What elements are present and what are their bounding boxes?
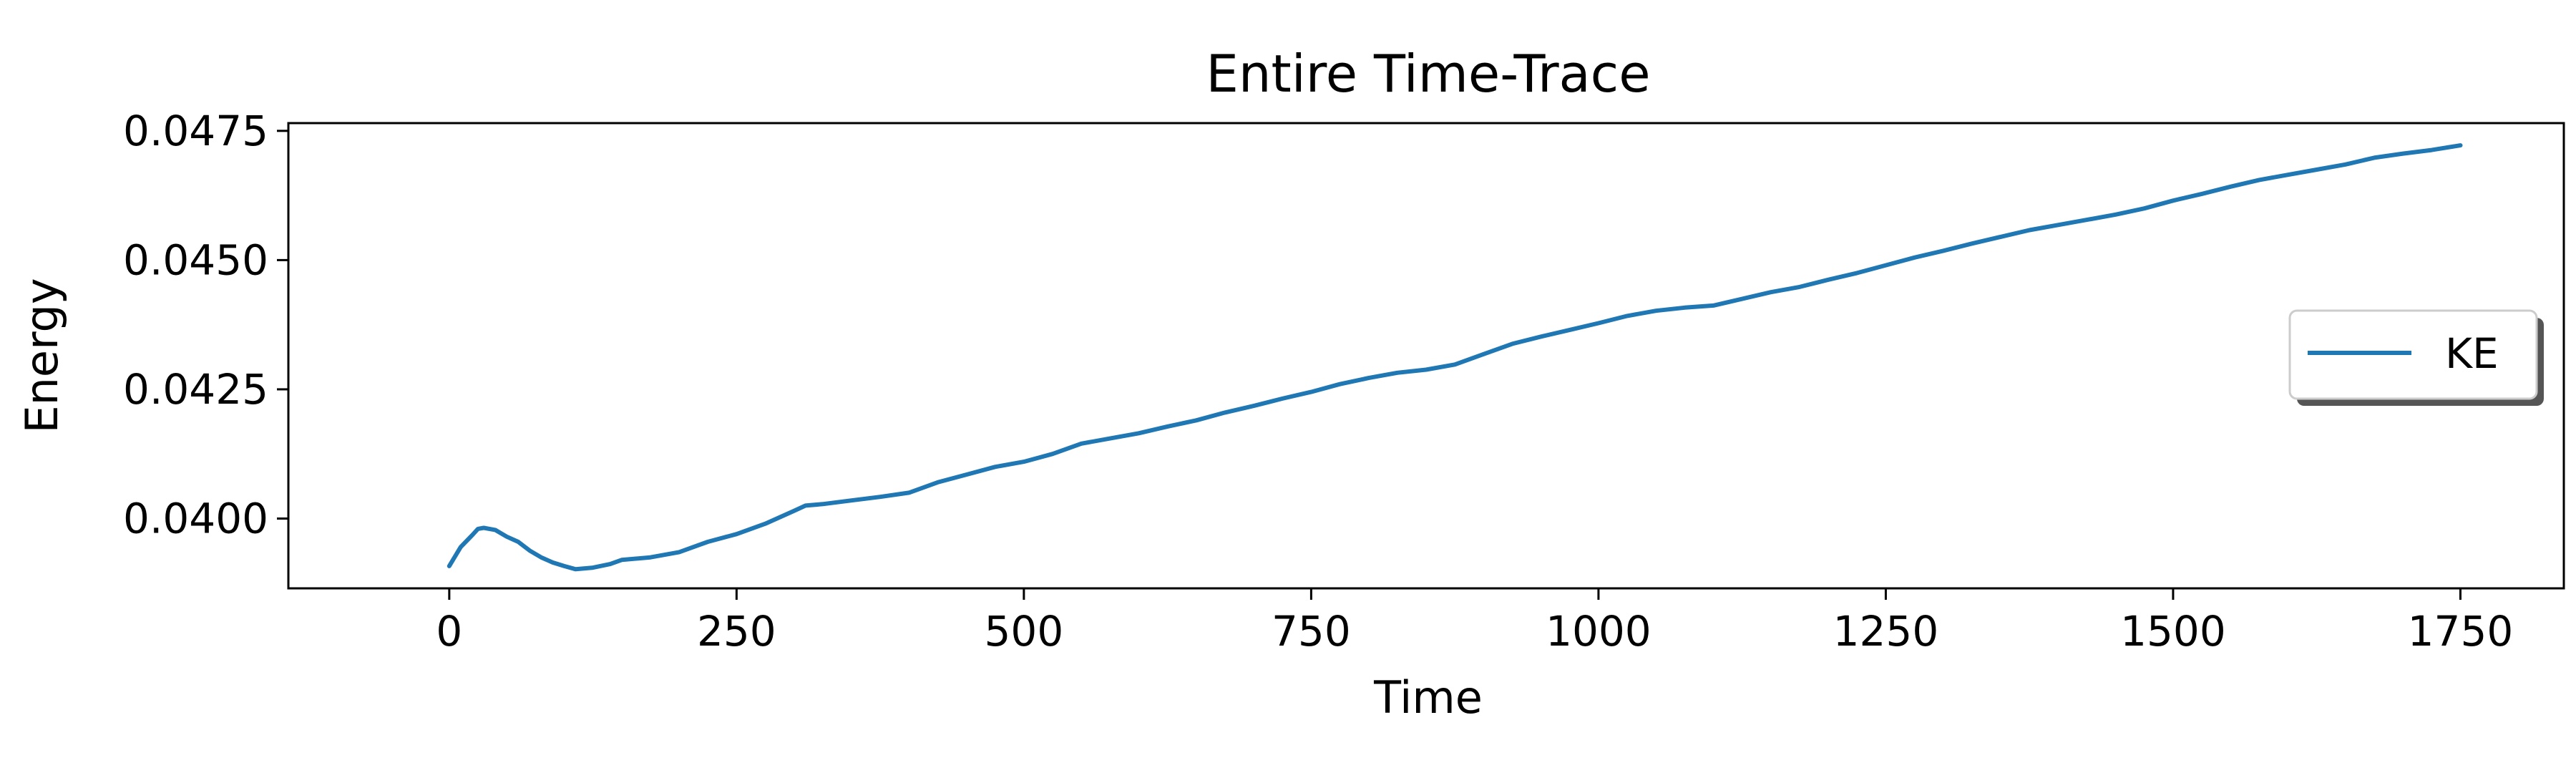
x-tick-label: 1250: [1833, 607, 1939, 656]
x-tick-label: 0: [436, 607, 462, 656]
y-tick-label: 0.0450: [123, 235, 268, 284]
y-tick-label: 0.0425: [123, 365, 268, 414]
x-tick-label: 1000: [1546, 607, 1652, 656]
y-tick-label: 0.0475: [123, 107, 268, 155]
x-tick-label: 1750: [2408, 607, 2514, 656]
legend-label-ke: KE: [2445, 329, 2499, 378]
x-tick-label: 750: [1272, 607, 1351, 656]
y-axis-label: Energy: [16, 278, 68, 433]
y-axis: 0.0400 0.0425 0.0450 0.0475: [123, 107, 288, 543]
plot-frame: [287, 122, 2565, 590]
series-line-ke: [447, 143, 2463, 572]
x-axis: 0 250 500 750 1000 1250 1500 1750: [436, 588, 2513, 656]
x-tick-label: 250: [697, 607, 776, 656]
x-tick-label: 1500: [2120, 607, 2226, 656]
plot-area: [287, 122, 2565, 590]
y-tick-label: 0.0400: [123, 495, 268, 543]
x-tick-label: 500: [985, 607, 1064, 656]
series-layer: [447, 143, 2463, 572]
legend-box: [2288, 309, 2538, 400]
chart-title: Entire Time-Trace: [1206, 44, 1650, 104]
legend: KE: [2288, 309, 2544, 406]
x-axis-label: Time: [1373, 671, 1483, 724]
